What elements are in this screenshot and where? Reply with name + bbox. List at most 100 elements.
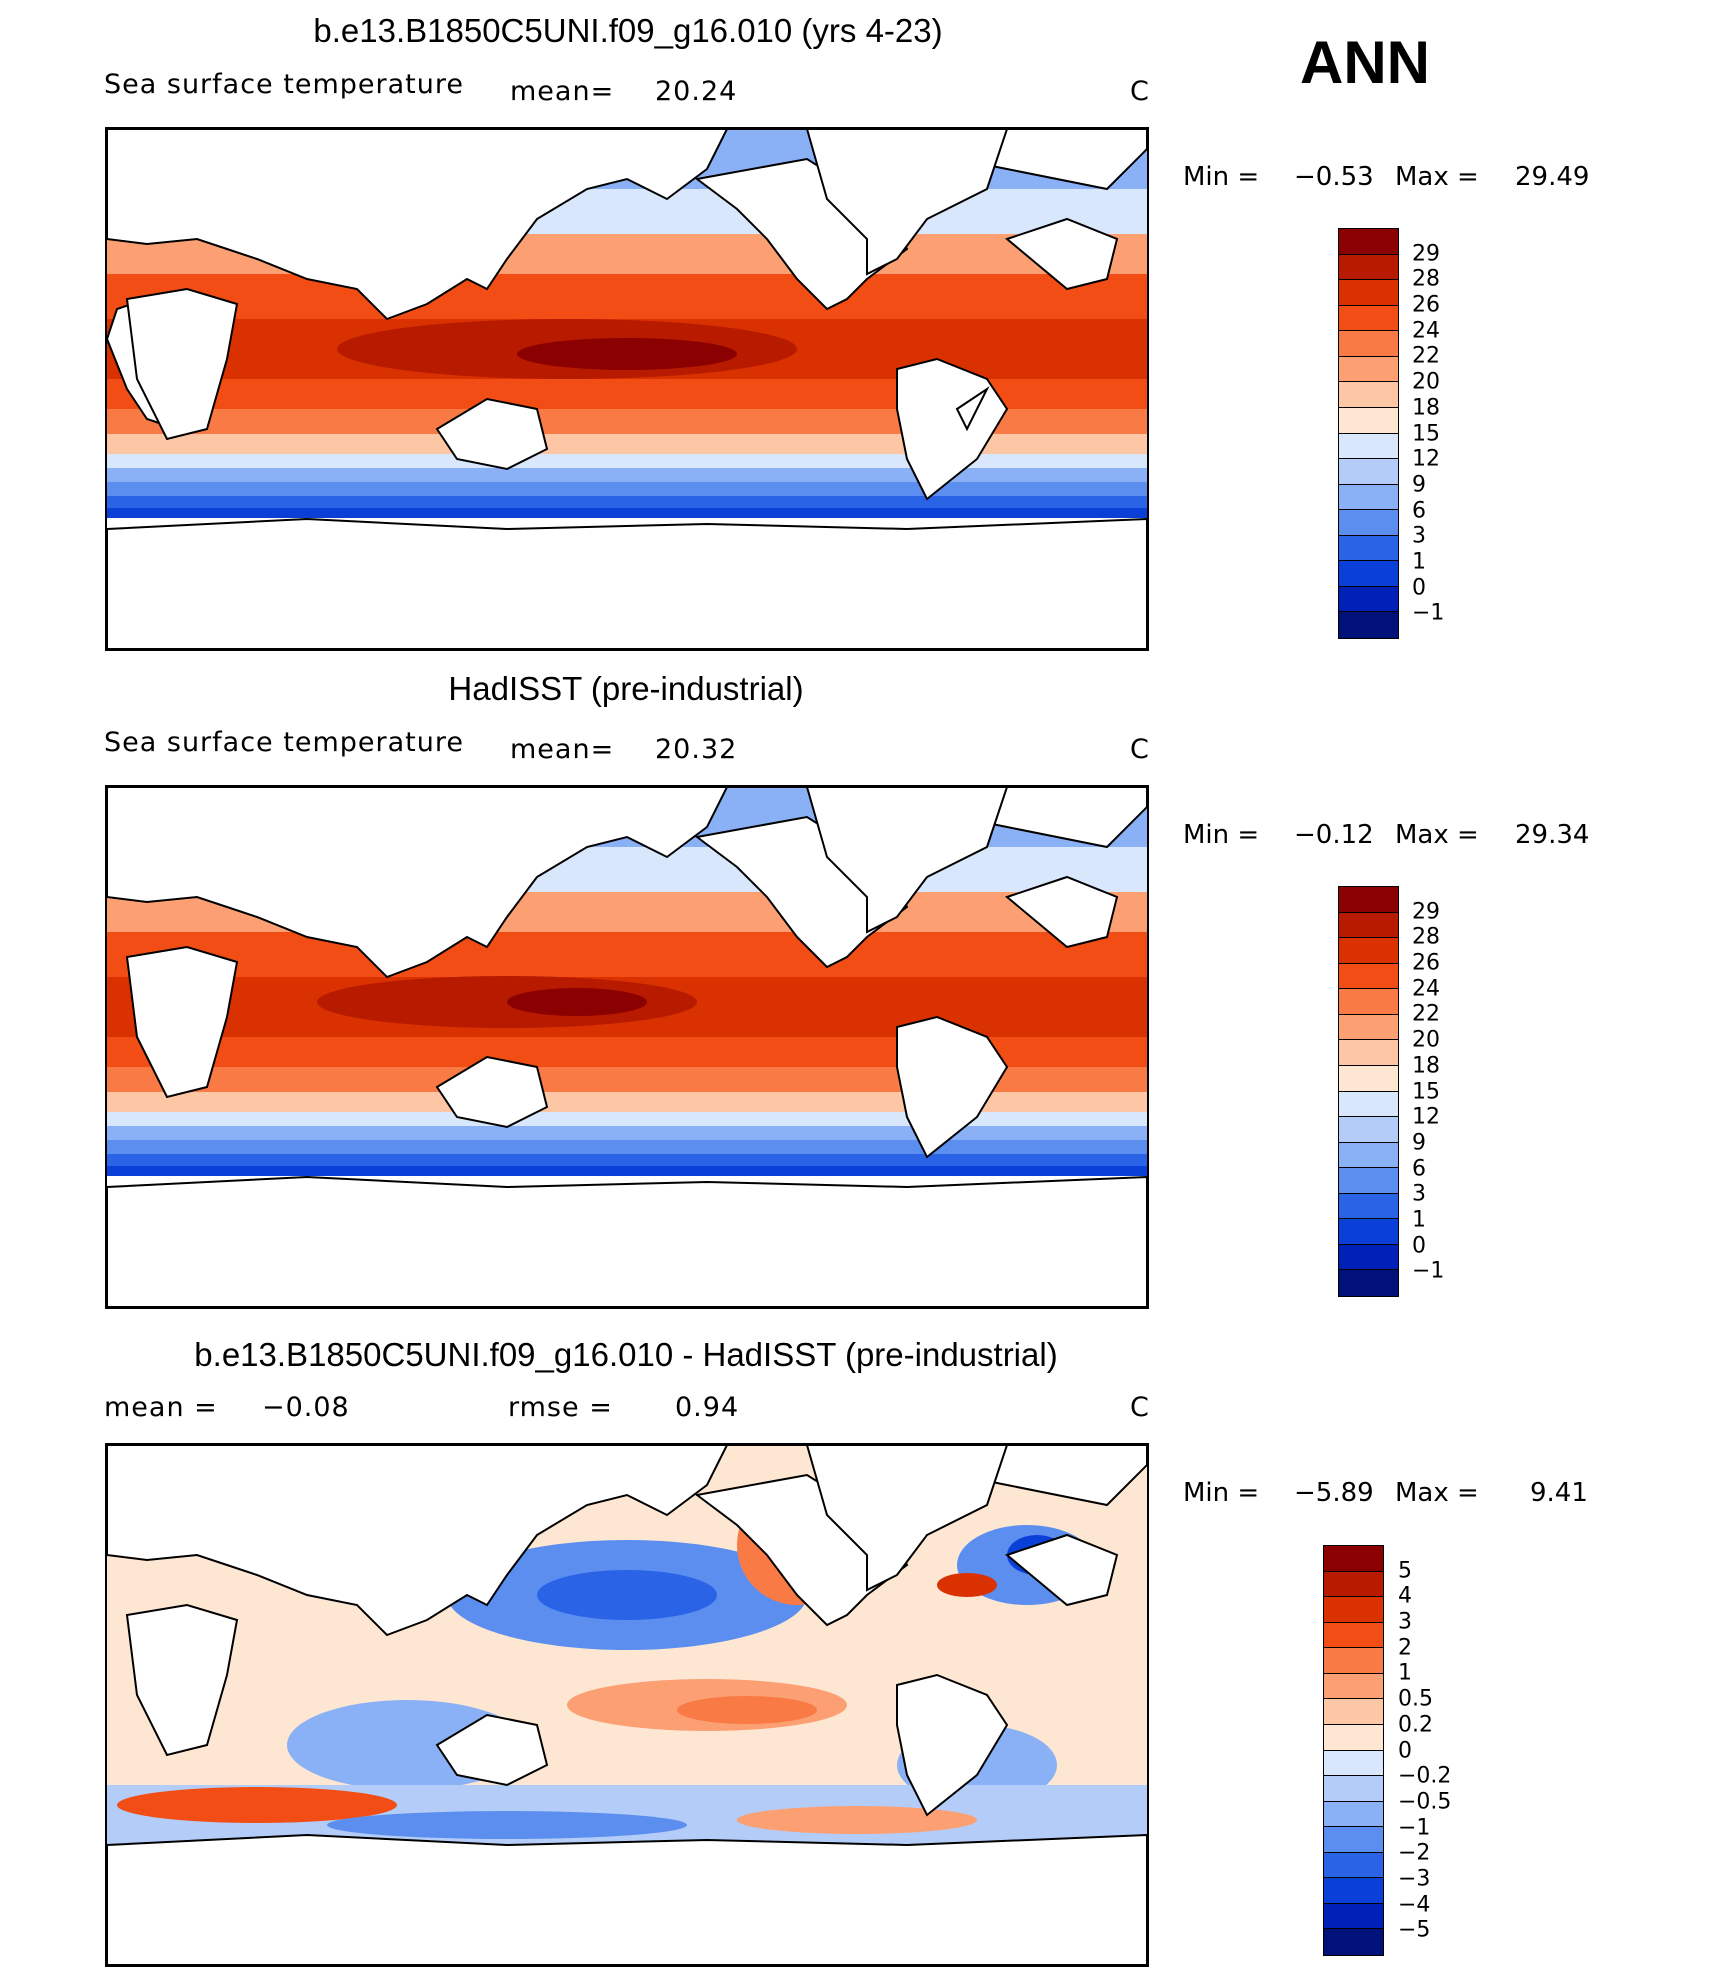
panel1-min-value: −0.53 [1294,162,1374,192]
panel3-max-value: 9.41 [1530,1478,1588,1508]
panel2-colorbar-labels: 29 28 26 24 22 20 18 15 12 9 6 3 1 0 −1 [1412,886,1512,1297]
colorbar-tick-label: 20 [1412,369,1440,395]
colorbar-swatch [1339,407,1398,434]
panel1-colorbar-labels: 29 28 26 24 22 20 18 15 12 9 6 3 1 0 −1 [1412,228,1512,639]
colorbar-swatch [1339,305,1398,332]
colorbar-swatch [1339,356,1398,383]
colorbar-swatch [1324,1724,1383,1751]
colorbar-swatch [1339,510,1398,536]
colorbar-tick-label: 3 [1412,523,1426,549]
colorbar-swatch [1339,433,1398,460]
colorbar-swatch [1339,989,1398,1015]
colorbar-tick-label: 0 [1398,1738,1412,1763]
colorbar-swatch [1339,887,1398,913]
panel3-mean-label: mean = [104,1392,218,1423]
colorbar-swatch [1339,1014,1398,1041]
colorbar-swatch [1339,612,1398,638]
colorbar-tick-label: 29 [1412,899,1440,925]
panel2-units: C [1130,734,1150,765]
panel2-title: HadISST (pre-industrial) [448,670,804,707]
colorbar-swatch [1324,1597,1383,1623]
panel3-map-graphic [107,1445,1147,1965]
panel1-min-label: Min = [1183,162,1260,192]
panel2-map [105,785,1149,1309]
colorbar-tick-label: 6 [1412,498,1426,524]
colorbar-swatch [1324,1852,1383,1879]
colorbar-tick-label: −1 [1412,600,1445,626]
colorbar-tick-label: −5 [1398,1917,1431,1943]
panel3-title: b.e13.B1850C5UNI.f09_g16.010 - HadISST (… [194,1336,1058,1373]
colorbar-tick-label: −4 [1398,1892,1431,1918]
colorbar-tick-label: 24 [1412,318,1440,344]
colorbar-swatch [1339,382,1398,408]
colorbar-tick-label: 24 [1412,976,1440,1002]
colorbar-swatch [1339,1117,1398,1143]
colorbar-swatch [1324,1546,1383,1572]
colorbar-swatch [1339,1193,1398,1220]
panel2-min-label: Min = [1183,820,1260,850]
colorbar-tick-label: 26 [1412,292,1440,318]
colorbar-tick-label: 15 [1412,421,1440,446]
panel1-title: b.e13.B1850C5UNI.f09_g16.010 (yrs 4-23) [313,12,943,49]
panel3-map [105,1443,1149,1967]
panel3-units: C [1130,1392,1150,1423]
colorbar-tick-label: −1 [1412,1258,1445,1284]
colorbar-tick-label: 1 [1412,549,1426,575]
colorbar-swatch [1339,1168,1398,1194]
colorbar-swatch [1339,1091,1398,1118]
panel2-variable: Sea surface temperature [104,727,464,758]
panel2-colorbar [1338,886,1399,1297]
colorbar-swatch [1339,254,1398,281]
panel3-colorbar-labels: 5 4 3 2 1 0.5 0.2 0 −0.2 −0.5 −1 −2 −3 −4 −5 [1398,1545,1508,1956]
colorbar-swatch [1339,1219,1398,1245]
colorbar-swatch [1339,561,1398,587]
colorbar-tick-label: 20 [1412,1027,1440,1053]
colorbar-swatch [1324,1878,1383,1904]
panel1-max-label: Max = [1395,162,1479,192]
colorbar-swatch [1339,1142,1398,1169]
colorbar-swatch [1339,1270,1398,1296]
colorbar-swatch [1339,938,1398,964]
colorbar-swatch [1339,1244,1398,1271]
colorbar-tick-label: 22 [1412,343,1440,369]
colorbar-tick-label: 28 [1412,266,1440,292]
panel3-colorbar [1323,1545,1384,1956]
colorbar-tick-label: −2 [1398,1840,1431,1866]
colorbar-swatch [1339,484,1398,511]
colorbar-swatch [1339,586,1398,613]
panel2-min-value: −0.12 [1294,820,1374,850]
colorbar-swatch [1339,912,1398,939]
panel3-rmse-value: 0.94 [675,1392,740,1423]
colorbar-swatch [1324,1571,1383,1598]
panel1-max-value: 29.49 [1515,162,1590,192]
panel1-map [105,127,1149,651]
colorbar-swatch [1339,963,1398,990]
panel3-mean-value: −0.08 [262,1392,350,1423]
colorbar-swatch [1324,1750,1383,1777]
panel3-max-label: Max = [1395,1478,1479,1508]
season-label: ANN [1300,29,1430,96]
colorbar-tick-label: 5 [1398,1558,1412,1584]
panel3-min-value: −5.89 [1294,1478,1374,1508]
colorbar-tick-label: 12 [1412,446,1440,472]
colorbar-tick-label: 18 [1412,1053,1440,1079]
colorbar-tick-label: 1 [1412,1207,1426,1233]
colorbar-swatch [1339,1065,1398,1092]
colorbar-tick-label: 4 [1398,1583,1412,1609]
colorbar-tick-label: −0.2 [1398,1763,1452,1789]
colorbar-swatch [1339,535,1398,562]
panel1-mean-value: 20.24 [655,76,738,107]
colorbar-tick-label: 0 [1412,1233,1426,1259]
colorbar-tick-label: 29 [1412,241,1440,267]
colorbar-swatch [1324,1827,1383,1853]
colorbar-tick-label: 1 [1398,1660,1412,1686]
colorbar-swatch [1324,1903,1383,1930]
colorbar-tick-label: 12 [1412,1104,1440,1130]
colorbar-swatch [1324,1699,1383,1725]
colorbar-swatch [1324,1673,1383,1700]
panel1-units: C [1130,76,1150,107]
panel2-max-value: 29.34 [1515,820,1590,850]
colorbar-tick-label: 26 [1412,950,1440,976]
colorbar-swatch [1324,1929,1383,1955]
panel1-variable: Sea surface temperature [104,69,464,100]
